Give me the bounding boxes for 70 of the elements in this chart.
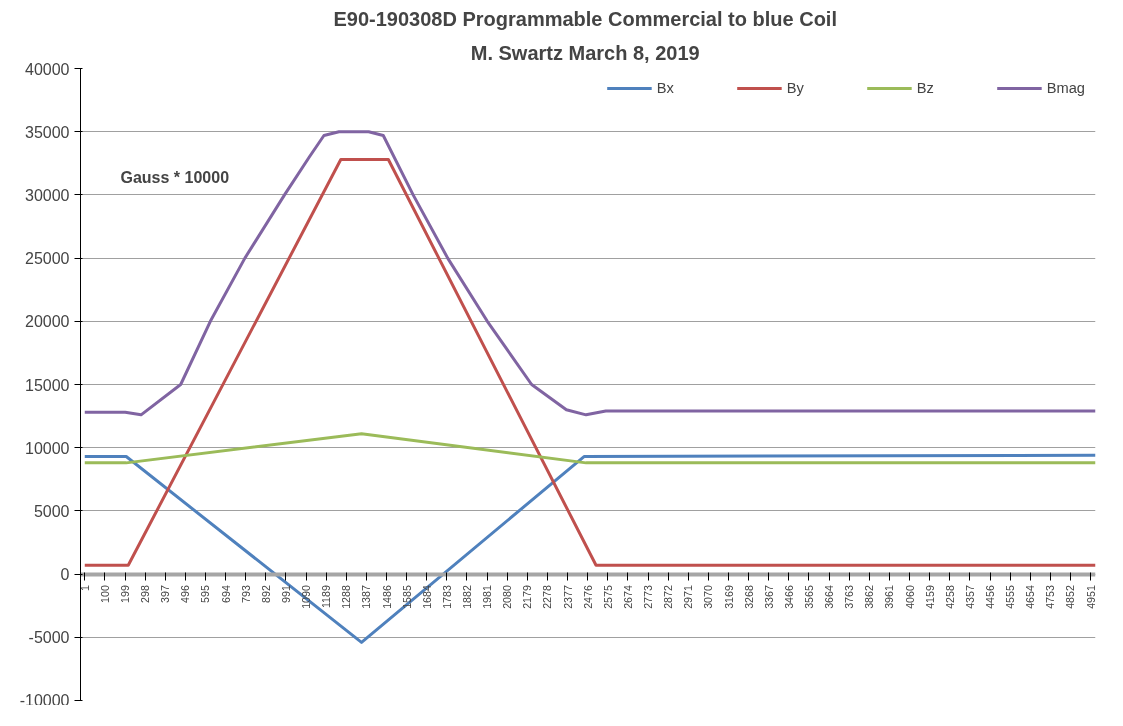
x-tick-label: 2080 xyxy=(501,585,514,609)
x-tick-label: 991 xyxy=(279,585,292,603)
x-tick-label: 2179 xyxy=(521,585,534,609)
x-tick-label: 2674 xyxy=(621,585,634,609)
x-tick-label: 3763 xyxy=(843,585,856,609)
x-tick-label: 4555 xyxy=(1004,585,1017,609)
y-tick-label: 5000 xyxy=(33,502,70,520)
legend-label: Bz xyxy=(916,80,935,96)
x-tick-label: 4654 xyxy=(1024,585,1037,609)
y-tick-label: 30000 xyxy=(25,186,70,204)
x-tick-label: 694 xyxy=(219,585,232,603)
x-tick-label: 892 xyxy=(259,585,272,603)
x-tick-label: 2872 xyxy=(662,585,675,609)
x-tick-label: 1090 xyxy=(300,585,313,609)
y-tick-label: 0 xyxy=(60,566,70,584)
x-tick-label: 4951 xyxy=(1084,585,1097,609)
chart-title: E90-190308D Programmable Commercial to blue Coil xyxy=(333,7,837,30)
x-tick-label: 397 xyxy=(159,585,172,603)
x-tick-label: 2377 xyxy=(561,585,574,609)
legend-label: Bx xyxy=(656,80,675,96)
chart-subtitle: M. Swartz March 8, 2019 xyxy=(470,41,700,64)
x-tick-label: 100 xyxy=(98,585,111,603)
x-tick-label: 1387 xyxy=(360,585,373,609)
x-tick-label: 2278 xyxy=(541,585,554,609)
x-tick-label: 4258 xyxy=(943,585,956,609)
y-tick-label: -5000 xyxy=(28,629,70,647)
x-tick-label: 793 xyxy=(239,585,252,603)
x-tick-label: 4159 xyxy=(923,585,936,609)
x-tick-label: 4357 xyxy=(963,585,976,609)
x-tick-label: 199 xyxy=(119,585,131,603)
x-tick-label: 1585 xyxy=(400,585,413,609)
x-tick-label: 2476 xyxy=(581,585,594,609)
x-tick-label: 3466 xyxy=(782,585,795,609)
x-tick-label: 2971 xyxy=(682,585,695,609)
x-tick-label: 4456 xyxy=(984,585,997,609)
x-tick-label: 1783 xyxy=(440,585,453,609)
x-tick-label: 1288 xyxy=(340,585,353,609)
x-tick-label: 4060 xyxy=(903,585,916,609)
y-tick-label: 15000 xyxy=(25,376,70,394)
line-series xyxy=(83,130,1096,417)
x-tick-label: 1981 xyxy=(481,585,494,609)
legend-label: Bmag xyxy=(1046,80,1085,96)
x-tick-label: 1 xyxy=(78,585,91,592)
y-tick-label: 40000 xyxy=(25,60,70,78)
x-tick-label: 2773 xyxy=(642,585,655,609)
x-tick-label: 3664 xyxy=(823,585,836,609)
x-tick-label: 595 xyxy=(199,585,212,603)
x-tick-label: 3367 xyxy=(762,585,775,609)
x-tick-label: 2575 xyxy=(601,585,614,609)
y-tick-label: 20000 xyxy=(25,313,70,331)
x-tick-label: 3961 xyxy=(883,585,896,609)
x-tick-label: 3268 xyxy=(742,585,755,609)
x-tick-label: 3070 xyxy=(702,585,715,609)
x-tick-label: 496 xyxy=(179,585,192,603)
x-tick-label: 1189 xyxy=(320,585,333,609)
y-tick-label: 25000 xyxy=(25,250,70,268)
y-tick-label: 35000 xyxy=(25,123,70,141)
x-tick-label: 4852 xyxy=(1064,585,1077,609)
y-tick-label: 10000 xyxy=(25,439,70,457)
x-tick-label: 3169 xyxy=(722,585,735,609)
x-tick-label: 3862 xyxy=(863,585,876,609)
legend-label: By xyxy=(786,80,805,96)
y-tick-label: -10000 xyxy=(19,691,70,709)
x-tick-label: 1684 xyxy=(420,585,433,609)
x-tick-label: 298 xyxy=(139,585,152,603)
x-tick-label: 1486 xyxy=(380,585,393,609)
annotation: Gauss * 10000 xyxy=(120,168,230,186)
x-tick-label: 3565 xyxy=(802,585,815,609)
x-tick-label: 1882 xyxy=(460,585,473,609)
x-tick-label: 4753 xyxy=(1044,585,1057,609)
